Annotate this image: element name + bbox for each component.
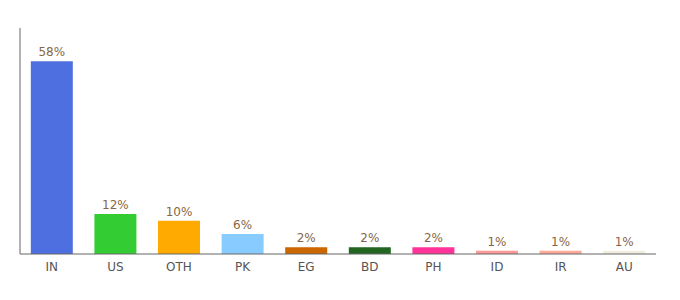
svg-text:1%: 1% <box>487 235 506 249</box>
svg-text:PH: PH <box>425 260 441 274</box>
svg-text:EG: EG <box>298 260 315 274</box>
svg-text:10%: 10% <box>166 205 193 219</box>
svg-text:IR: IR <box>555 260 567 274</box>
svg-text:OTH: OTH <box>166 260 192 274</box>
svg-text:2%: 2% <box>297 231 316 245</box>
svg-text:2%: 2% <box>360 231 379 245</box>
svg-text:1%: 1% <box>615 235 634 249</box>
svg-text:US: US <box>107 260 123 274</box>
svg-text:ID: ID <box>491 260 504 274</box>
svg-text:PK: PK <box>235 260 251 274</box>
svg-text:12%: 12% <box>102 198 129 212</box>
svg-text:2%: 2% <box>424 231 443 245</box>
svg-text:IN: IN <box>46 260 59 274</box>
svg-text:58%: 58% <box>38 45 65 59</box>
svg-text:1%: 1% <box>551 235 570 249</box>
svg-text:6%: 6% <box>233 218 252 232</box>
svg-text:AU: AU <box>616 260 633 274</box>
svg-text:BD: BD <box>361 260 378 274</box>
